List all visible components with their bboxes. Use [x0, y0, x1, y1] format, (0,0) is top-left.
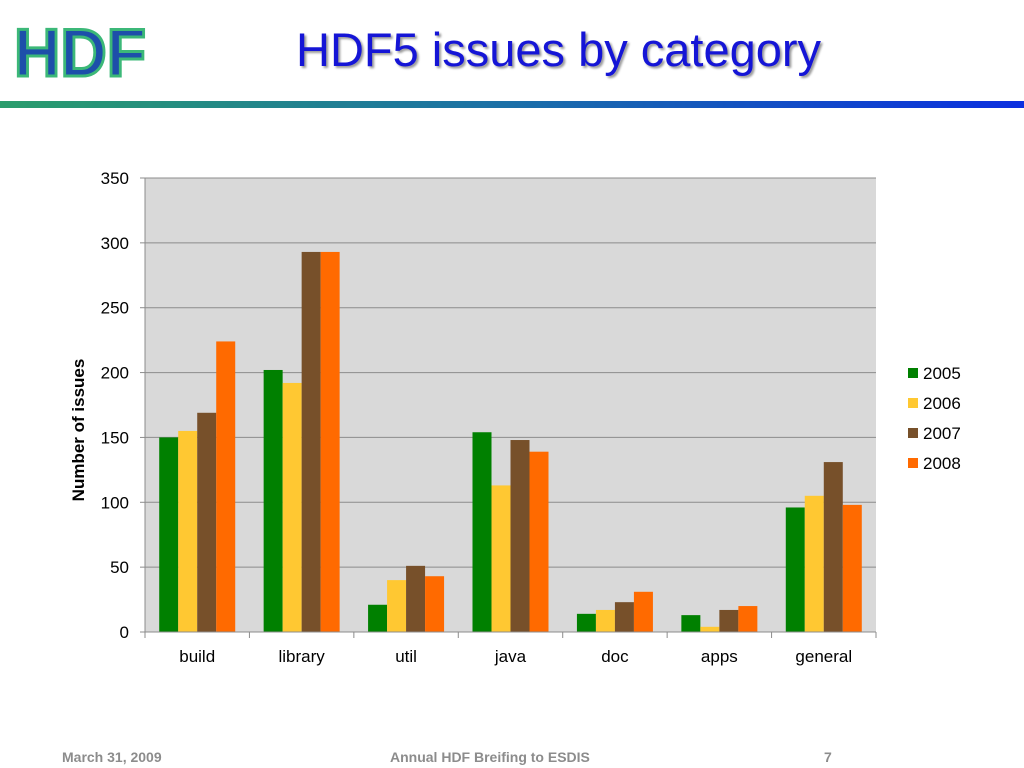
- hdf-logo-text: HDF: [14, 15, 146, 90]
- bar-apps-2008: [738, 606, 758, 632]
- bar-general-2005: [785, 507, 805, 632]
- title-divider: [0, 101, 1024, 108]
- bar-build-2007: [197, 412, 217, 632]
- bar-java-2007: [510, 440, 530, 632]
- footer-page-number: 7: [824, 749, 832, 765]
- legend: 2005 2006 2007 2008: [908, 364, 961, 473]
- bar-build-2008: [216, 341, 236, 632]
- y-tick-label: 150: [101, 428, 129, 447]
- bar-library-2007: [301, 251, 321, 633]
- bar-doc-2005: [576, 613, 596, 632]
- legend-label-2005: 2005: [923, 364, 961, 383]
- bar-java-2005: [472, 432, 492, 632]
- y-tick-label: 0: [120, 623, 129, 642]
- legend-label-2007: 2007: [923, 424, 961, 443]
- y-tick-labels: 0 50 100 150 200 250 300 350: [101, 169, 129, 642]
- y-tick-label: 50: [110, 558, 129, 577]
- legend-label-2006: 2006: [923, 394, 961, 413]
- bar-build-2005: [159, 437, 179, 632]
- bar-build-2006: [178, 430, 198, 632]
- x-tick-label: build: [179, 647, 215, 666]
- hdf-logo: HDF: [13, 14, 148, 91]
- bar-doc-2008: [633, 591, 653, 632]
- bar-java-2008: [529, 451, 549, 632]
- y-tick-label: 200: [101, 364, 129, 383]
- x-tick-label: general: [795, 647, 852, 666]
- footer-date: March 31, 2009: [62, 749, 162, 765]
- legend-swatch-2006: [908, 398, 918, 408]
- y-tick-label: 300: [101, 234, 129, 253]
- bar-apps-2005: [681, 615, 701, 632]
- bar-general-2008: [842, 504, 862, 632]
- bar-general-2006: [804, 495, 824, 632]
- bar-util-2005: [368, 604, 388, 632]
- x-tick-labels: build library util java doc apps general: [179, 647, 852, 666]
- bar-util-2008: [425, 576, 445, 632]
- y-tick-label: 100: [101, 493, 129, 512]
- bar-general-2007: [823, 462, 843, 632]
- slide-title: HDF5 issues by category: [296, 23, 822, 76]
- y-tick-label: 350: [101, 169, 129, 188]
- bars: [159, 251, 862, 633]
- axes: [140, 177, 877, 638]
- y-axis-label: Number of issues: [69, 359, 88, 502]
- bar-library-2006: [282, 382, 302, 632]
- bar-doc-2007: [614, 602, 634, 632]
- bar-util-2007: [406, 565, 426, 632]
- footer-presentation-title: Annual HDF Breifing to ESDIS: [390, 749, 590, 765]
- bar-chart: 0 50 100 150 200 250 300 350 build library util ja…: [69, 169, 961, 666]
- legend-label-2008: 2008: [923, 454, 961, 473]
- bar-library-2005: [263, 369, 283, 632]
- bar-java-2006: [491, 485, 511, 632]
- x-tick-label: doc: [601, 647, 629, 666]
- bar-util-2006: [387, 580, 407, 632]
- legend-swatch-2008: [908, 458, 918, 468]
- legend-swatch-2007: [908, 428, 918, 438]
- bar-apps-2006: [700, 626, 720, 632]
- bar-doc-2006: [595, 609, 615, 632]
- x-tick-label: apps: [701, 647, 738, 666]
- legend-swatch-2005: [908, 368, 918, 378]
- y-tick-label: 250: [101, 299, 129, 318]
- bar-library-2008: [320, 251, 340, 633]
- x-tick-label: library: [278, 647, 325, 666]
- x-tick-label: util: [395, 647, 417, 666]
- bar-apps-2007: [719, 609, 739, 632]
- x-tick-label: java: [494, 647, 527, 666]
